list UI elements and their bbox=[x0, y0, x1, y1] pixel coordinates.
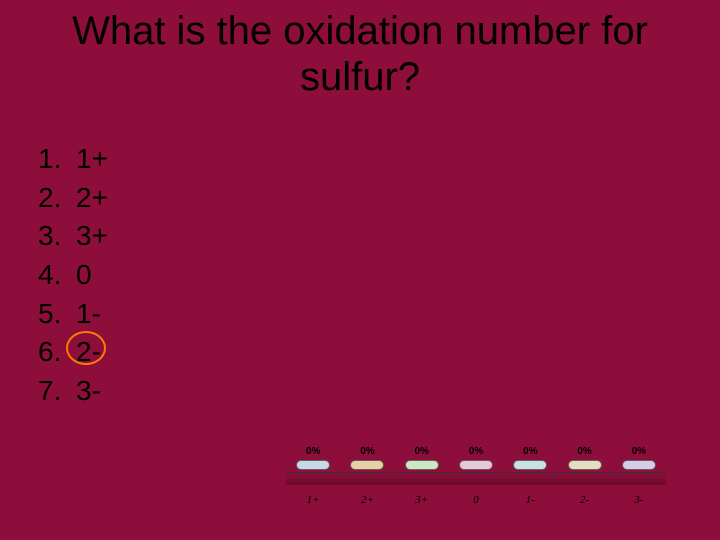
chart-column: 0% 2- bbox=[557, 446, 611, 506]
x-axis-label: 0 bbox=[449, 494, 503, 506]
percent-label: 0% bbox=[340, 446, 394, 457]
title-line-2: sulfur? bbox=[300, 55, 420, 99]
option-text: 1+ bbox=[70, 140, 108, 179]
bar-pill bbox=[459, 460, 493, 470]
x-axis-label: 2+ bbox=[340, 494, 394, 506]
bar-pill bbox=[350, 460, 384, 470]
answer-options: 1. 1+ 2. 2+ 3. 3+ 4. 0 5. 1- 6. 2- 7. 3- bbox=[38, 140, 108, 410]
bar-pill bbox=[622, 460, 656, 470]
list-item[interactable]: 2. 2+ bbox=[38, 179, 108, 218]
percent-label: 0% bbox=[395, 446, 449, 457]
chart-column: 0% 2+ bbox=[340, 446, 394, 506]
option-number: 7. bbox=[38, 372, 70, 411]
option-text: 2- bbox=[70, 333, 101, 372]
option-number: 4. bbox=[38, 256, 70, 295]
list-item[interactable]: 7. 3- bbox=[38, 372, 108, 411]
x-axis-label: 3- bbox=[612, 494, 666, 506]
option-number: 2. bbox=[38, 179, 70, 218]
x-axis-label: 1- bbox=[503, 494, 557, 506]
option-number: 3. bbox=[38, 217, 70, 256]
chart-column: 0% 1+ bbox=[286, 446, 340, 506]
chart-column: 0% 3+ bbox=[395, 446, 449, 506]
list-item[interactable]: 5. 1- bbox=[38, 295, 108, 334]
option-text: 3+ bbox=[70, 217, 108, 256]
x-axis-label: 3+ bbox=[395, 494, 449, 506]
slide-title: What is the oxidation number for sulfur? bbox=[0, 0, 720, 100]
option-number: 1. bbox=[38, 140, 70, 179]
option-text: 1- bbox=[70, 295, 101, 334]
option-text: 2+ bbox=[70, 179, 108, 218]
chart-column: 0% 1- bbox=[503, 446, 557, 506]
x-axis-label: 1+ bbox=[286, 494, 340, 506]
percent-label: 0% bbox=[503, 446, 557, 457]
list-item[interactable]: 6. 2- bbox=[38, 333, 108, 372]
title-line-1: What is the oxidation number for bbox=[72, 9, 648, 53]
percent-label: 0% bbox=[557, 446, 611, 457]
percent-label: 0% bbox=[449, 446, 503, 457]
response-chart: 0% 1+ 0% 2+ 0% 3+ 0% 0 0% 1- 0% 2- 0% 3- bbox=[286, 446, 666, 506]
list-item[interactable]: 3. 3+ bbox=[38, 217, 108, 256]
percent-label: 0% bbox=[286, 446, 340, 457]
bar-pill bbox=[405, 460, 439, 470]
option-number: 5. bbox=[38, 295, 70, 334]
x-axis-label: 2- bbox=[557, 494, 611, 506]
bar-pill bbox=[513, 460, 547, 470]
option-text: 0 bbox=[70, 256, 92, 295]
chart-column: 0% 0 bbox=[449, 446, 503, 506]
option-number: 6. bbox=[38, 333, 70, 372]
bar-pill bbox=[296, 460, 330, 470]
list-item[interactable]: 4. 0 bbox=[38, 256, 108, 295]
option-text: 3- bbox=[70, 372, 101, 411]
chart-column: 0% 3- bbox=[612, 446, 666, 506]
percent-label: 0% bbox=[612, 446, 666, 457]
list-item[interactable]: 1. 1+ bbox=[38, 140, 108, 179]
bar-pill bbox=[568, 460, 602, 470]
